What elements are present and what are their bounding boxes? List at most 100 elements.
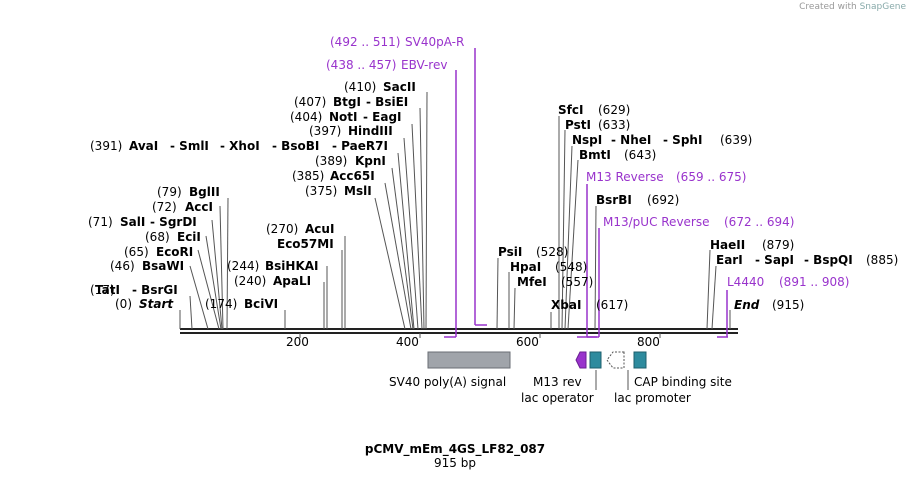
site-name-ecii: EciI: [177, 230, 201, 244]
leader: [411, 123, 423, 330]
leader: [513, 287, 516, 330]
site-pos: (548): [555, 260, 587, 274]
site-pos: (397): [309, 124, 341, 138]
site-name-bsihkai: BsiHKAI: [265, 259, 319, 273]
site-pos: (174): [205, 297, 237, 311]
axis: 200 400 600 800: [286, 333, 661, 349]
site-pos: (879): [762, 238, 794, 252]
site-name-xbai: XbaI: [551, 298, 581, 312]
site-pos: (629): [598, 103, 630, 117]
site-name-bsawi: BsaWI: [142, 259, 184, 273]
site-extra-sgrdi: - SgrDI: [150, 215, 197, 229]
sequence-length: 915 bp: [434, 456, 476, 470]
site-pos: (557): [561, 275, 593, 289]
leader: [419, 107, 425, 330]
site-pos: (639): [720, 133, 752, 147]
leader: [189, 295, 193, 330]
feature-lac-promoter: [606, 351, 625, 369]
site-name-sfci: SfcI: [558, 103, 583, 117]
leader: [564, 145, 573, 330]
site-name-sacii: SacII: [383, 80, 416, 94]
site-name-msli: MslI: [344, 184, 372, 198]
site-pos: (528): [536, 245, 568, 259]
site-name-avai: AvaI: [129, 139, 158, 153]
primer-range-l4440: (891 .. 908): [779, 275, 849, 289]
site-pos: (407): [294, 95, 326, 109]
site-pos: (17): [90, 283, 115, 297]
primer-name-m13-reverse: M13 Reverse: [586, 170, 664, 184]
feature-label-m13-rev: M13 rev: [533, 375, 582, 389]
site-pos: (404): [290, 110, 322, 124]
site-labels: (0) Start (17) TatI - BsrGI (46) BsaWI (…: [88, 80, 898, 312]
feature-label-lac-promoter: lac promoter: [614, 391, 691, 405]
site-pos: (643): [624, 148, 656, 162]
leader: [403, 137, 419, 330]
site-extra-eagi: - EagI: [363, 110, 402, 124]
site-name-psii: PsiI: [498, 245, 522, 259]
leader: [226, 197, 229, 330]
leader: [496, 257, 499, 330]
snapgene-logo: SnapGene: [859, 2, 906, 12]
tick-label: 800: [637, 335, 660, 349]
site-extra-smli: - SmlI: [170, 139, 209, 153]
site-name-acc65i: Acc65I: [330, 169, 375, 183]
site-extra-bsiei: - BsiEI: [366, 95, 408, 109]
site-name-btgi: BtgI: [333, 95, 361, 109]
site-name-acui: AcuI: [305, 222, 334, 236]
site-name-apali: ApaLI: [273, 274, 311, 288]
site-name-nspi: NspI: [572, 133, 602, 147]
site-name-bmti: BmtI: [579, 148, 611, 162]
tick-label: 600: [516, 335, 539, 349]
leader: [205, 235, 222, 330]
site-name-bcivi: BciVI: [244, 297, 278, 311]
site-extra-xhoi: - XhoI: [220, 139, 260, 153]
leader: [397, 152, 415, 330]
site-extra-bsobi: - BsoBI: [272, 139, 319, 153]
leader: [374, 197, 406, 330]
site-name-kpni: KpnI: [355, 154, 386, 168]
feature-label-lac-operator: lac operator: [521, 391, 594, 405]
leader: [594, 205, 597, 330]
site-pos: (633): [598, 118, 630, 132]
site-name-end: End: [734, 298, 760, 312]
site-pos: (71): [88, 215, 113, 229]
site-pos: (79): [157, 185, 182, 199]
map-title: pCMV_mEm_4GS_LF82_087: [365, 442, 545, 457]
primer-name-m13puc-reverse: M13/pUC Reverse: [603, 215, 710, 229]
site-name-ecori: EcoRI: [156, 245, 193, 259]
leader: [219, 205, 224, 330]
site-leaders: [179, 91, 731, 330]
site-name-psti: PstI: [565, 118, 591, 132]
site-pos: (391): [90, 139, 122, 153]
feature-cap-binding-site: [633, 351, 647, 369]
features: SV40 poly(A) signal M13 rev lac operator…: [389, 351, 732, 405]
site-pos: (389): [315, 154, 347, 168]
credit: Created with SnapGene: [799, 2, 906, 12]
primer-range-ebv-rev: (438 .. 457): [326, 58, 396, 72]
primer-range-m13-reverse: (659 .. 675): [676, 170, 746, 184]
site-name-bsrbi: BsrBI: [596, 193, 632, 207]
site-pos: (915): [772, 298, 804, 312]
feature-sv40-polya-signal: [427, 351, 511, 369]
site-pos: (692): [647, 193, 679, 207]
site-pos: (65): [124, 245, 149, 259]
site-name-start: Start: [139, 297, 174, 311]
site-name-acci: AccI: [185, 200, 213, 214]
leader: [384, 182, 412, 330]
leader: [567, 159, 579, 330]
site-name-hindiii: HindIII: [348, 124, 393, 138]
site-name-eco57mi: Eco57MI: [277, 237, 334, 251]
primer-name-sv40pa-r: SV40pA-R: [405, 35, 464, 49]
site-name-bglii: BglII: [189, 185, 220, 199]
leader: [197, 249, 220, 330]
site-name-noti: NotI: [329, 110, 358, 124]
site-name-tati: TatI: [95, 283, 120, 297]
leader: [561, 129, 566, 330]
leader: [211, 219, 223, 330]
leader: [706, 249, 711, 330]
site-pos: (885): [866, 253, 898, 267]
site-extra-paer7i: - PaeR7I: [332, 139, 388, 153]
leader: [391, 167, 414, 330]
site-pos: (617): [596, 298, 628, 312]
